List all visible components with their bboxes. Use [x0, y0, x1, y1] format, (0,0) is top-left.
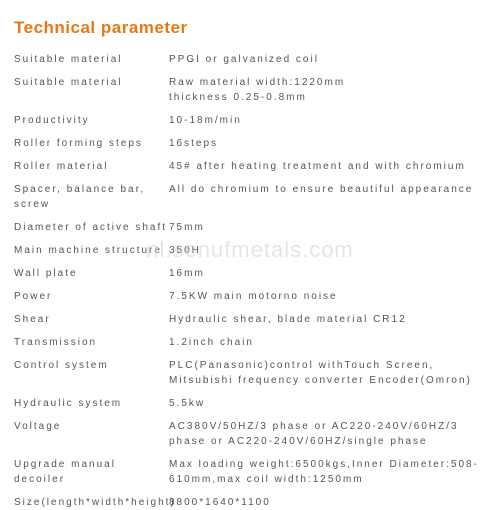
spec-value: PPGI or galvanized coil: [169, 52, 486, 67]
spec-row: Power7.5KW main motorno noise: [14, 289, 486, 304]
spec-row: VoltageAC380V/50HZ/3 phase or AC220-240V…: [14, 419, 486, 449]
spec-row: Size(length*width*height)8800*1640*1100: [14, 495, 486, 510]
spec-row: Transmission1.2inch chain: [14, 335, 486, 350]
spec-row: Productivity10-18m/min: [14, 113, 486, 128]
spec-label: Roller forming steps: [14, 136, 169, 151]
spec-value: 75mm: [169, 220, 486, 235]
page-title: Technical parameter: [14, 18, 486, 38]
spec-label: Control system: [14, 358, 169, 373]
spec-label: Diameter of active shaft: [14, 220, 169, 235]
spec-row: Control systemPLC(Panasonic)control with…: [14, 358, 486, 388]
spec-value: 16mm: [169, 266, 486, 281]
spec-value: 7.5KW main motorno noise: [169, 289, 486, 304]
spec-value: 8800*1640*1100: [169, 495, 486, 510]
spec-row: Spacer, balance bar, screwAll do chromiu…: [14, 182, 486, 212]
spec-label: Hydraulic system: [14, 396, 169, 411]
spec-value: All do chromium to ensure beautiful appe…: [169, 182, 486, 197]
spec-value: 1.2inch chain: [169, 335, 486, 350]
spec-label: Productivity: [14, 113, 169, 128]
spec-row: Upgrade manual decoilerMax loading weigh…: [14, 457, 486, 487]
spec-label: Transmission: [14, 335, 169, 350]
spec-value: 5.5kw: [169, 396, 486, 411]
spec-label: Shear: [14, 312, 169, 327]
spec-value: 350H: [169, 243, 486, 258]
spec-value: PLC(Panasonic)control withTouch Screen, …: [169, 358, 486, 388]
spec-value: AC380V/50HZ/3 phase or AC220-240V/60HZ/3…: [169, 419, 486, 449]
spec-value: Max loading weight:6500kgs,Inner Diamete…: [169, 457, 486, 487]
spec-label: Main machine structure: [14, 243, 169, 258]
spec-label: Wall plate: [14, 266, 169, 281]
spec-label: Spacer, balance bar, screw: [14, 182, 169, 212]
spec-row: Wall plate16mm: [14, 266, 486, 281]
spec-row: Roller forming steps16steps: [14, 136, 486, 151]
spec-row: Roller material45# after heating treatme…: [14, 159, 486, 174]
spec-value: Raw material width:1220mm thickness 0.25…: [169, 75, 486, 105]
spec-value: 10-18m/min: [169, 113, 486, 128]
spec-row: Suitable materialRaw material width:1220…: [14, 75, 486, 105]
spec-label: Size(length*width*height): [14, 495, 169, 510]
spec-row: Suitable materialPPGI or galvanized coil: [14, 52, 486, 67]
spec-label: Voltage: [14, 419, 169, 434]
spec-label: Suitable material: [14, 52, 169, 67]
spec-row: Hydraulic system5.5kw: [14, 396, 486, 411]
spec-label: Power: [14, 289, 169, 304]
spec-value: Hydraulic shear, blade material CR12: [169, 312, 486, 327]
spec-label: Roller material: [14, 159, 169, 174]
spec-table: Suitable materialPPGI or galvanized coil…: [14, 52, 486, 510]
spec-row: Diameter of active shaft75mm: [14, 220, 486, 235]
spec-value: 16steps: [169, 136, 486, 151]
spec-label: Upgrade manual decoiler: [14, 457, 169, 487]
spec-row: ShearHydraulic shear, blade material CR1…: [14, 312, 486, 327]
spec-value: 45# after heating treatment and with chr…: [169, 159, 486, 174]
spec-row: Main machine structure350H: [14, 243, 486, 258]
spec-label: Suitable material: [14, 75, 169, 90]
